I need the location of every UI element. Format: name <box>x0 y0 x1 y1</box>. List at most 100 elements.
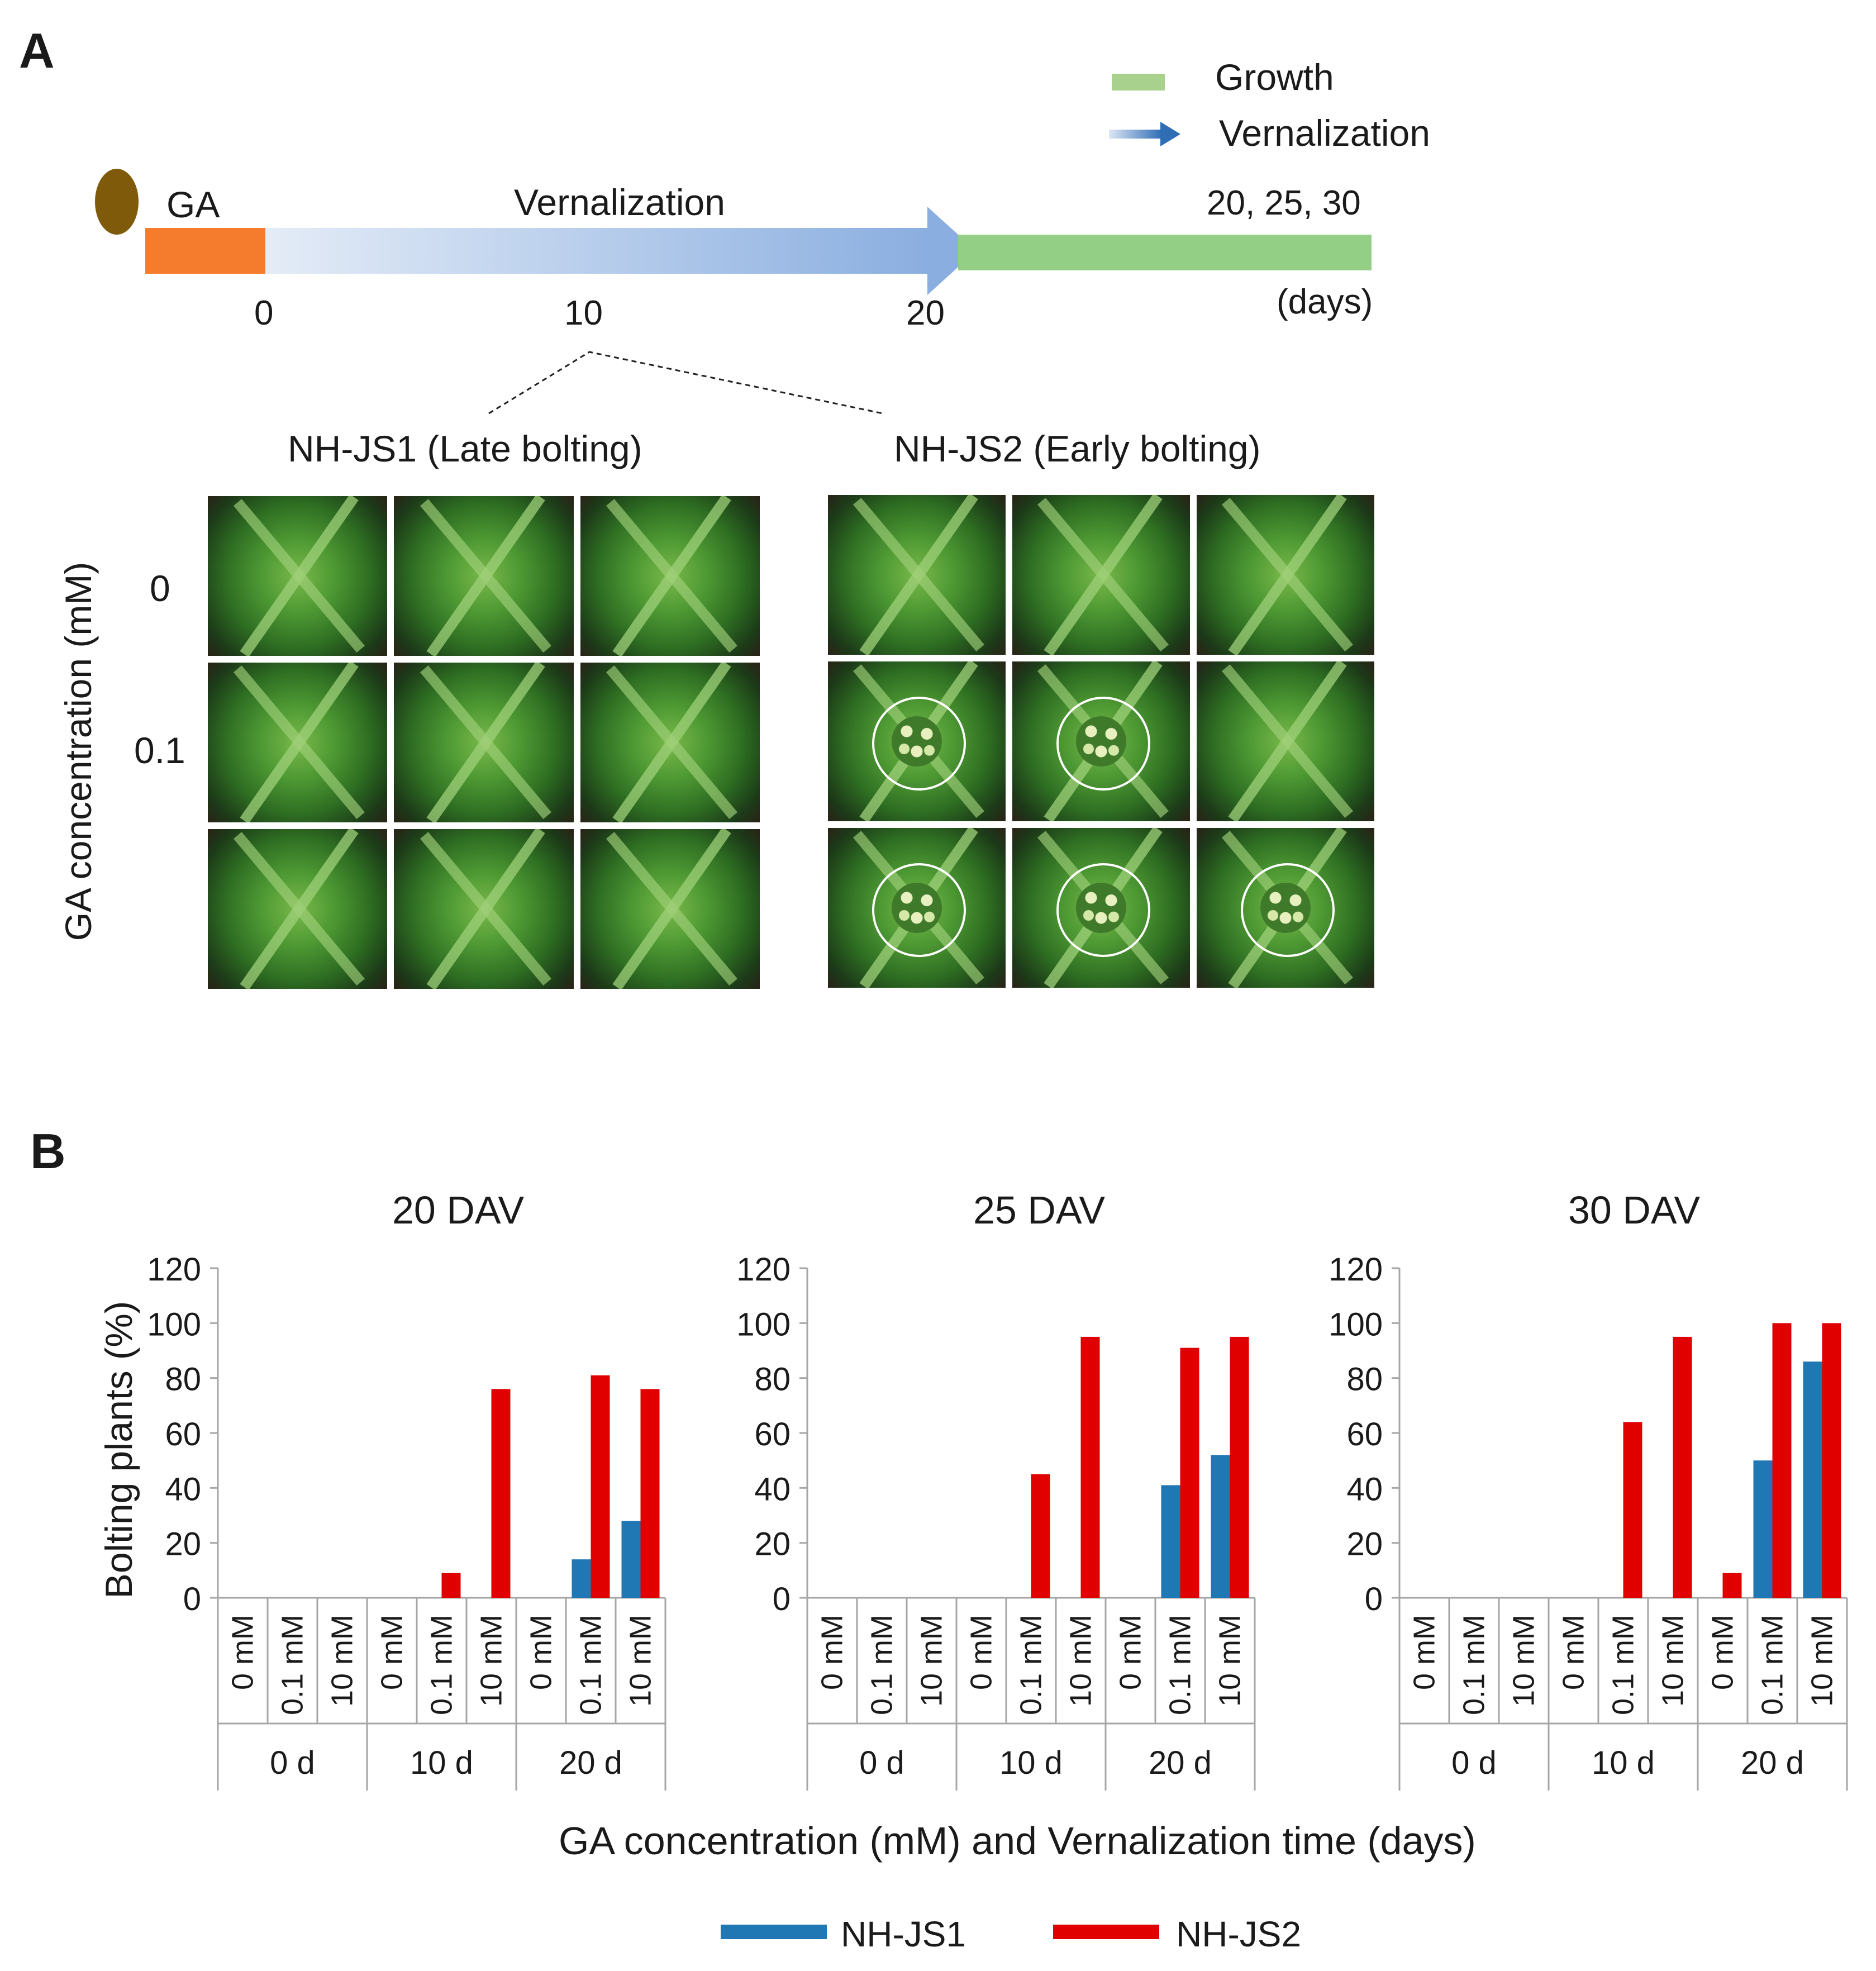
plant-photo <box>208 496 388 656</box>
vernalization-arrow <box>265 207 976 295</box>
legend-label-nh-js2: NH-JS2 <box>1176 1914 1302 1954</box>
legend-swatch-nh-js2 <box>1053 1925 1159 1939</box>
x-category-label: 0 mM <box>525 1615 558 1690</box>
y-tick-label: 40 <box>754 1471 791 1507</box>
bar-nh-js1 <box>1211 1455 1230 1598</box>
x-category-label: 0.1 mM <box>865 1615 899 1715</box>
bolting-highlight-circle <box>1056 697 1150 791</box>
x-group-label: 20 d <box>1149 1745 1212 1781</box>
timeline-tick-20: 20 <box>906 294 945 332</box>
plant-photo <box>580 829 760 989</box>
x-category-label: 0 mM <box>1706 1615 1740 1690</box>
bar-nh-js2 <box>1623 1422 1642 1598</box>
x-category-label: 0.1 mM <box>1015 1615 1048 1715</box>
x-category-label: 10 mM <box>1806 1615 1839 1707</box>
y-tick-label: 80 <box>754 1361 791 1398</box>
chart-title: 30 DAV <box>1568 1188 1700 1232</box>
growth-bar <box>958 235 1372 270</box>
plant-photo <box>208 829 388 989</box>
x-category-label: 10 mM <box>1213 1615 1247 1707</box>
x-category-label: 10 mM <box>326 1615 359 1707</box>
growth-days-label: 20, 25, 30 <box>1207 184 1361 222</box>
y-tick-label: 60 <box>754 1416 791 1453</box>
bar-nh-js2 <box>491 1389 511 1598</box>
bar-nh-js2 <box>1673 1336 1692 1598</box>
y-tick-label: 80 <box>1346 1361 1383 1398</box>
bar-nh-js2 <box>640 1389 660 1598</box>
y-tick-label: 0 <box>183 1581 201 1617</box>
plant-photo <box>580 663 760 822</box>
legend-swatch-nh-js1 <box>721 1925 827 1939</box>
y-tick-label: 40 <box>165 1471 201 1507</box>
x-category-label: 0 mM <box>375 1615 409 1690</box>
x-group-label: 0 d <box>859 1745 904 1781</box>
plant-photo-bolting <box>1197 828 1374 988</box>
photo-grid-nh-js2 <box>828 495 1374 988</box>
y-tick-label: 20 <box>1346 1526 1383 1563</box>
y-tick-label: 20 <box>754 1526 791 1563</box>
x-category-label: 0 mM <box>1114 1615 1147 1690</box>
y-tick-label: 20 <box>165 1526 201 1563</box>
x-category-label: 0.1 mM <box>276 1615 310 1715</box>
vernalization-legend-arrow-icon <box>1109 122 1180 146</box>
timeline-unit: (days) <box>1277 283 1373 321</box>
y-tick-label: 120 <box>736 1251 791 1288</box>
panel-label-a: A <box>19 23 55 78</box>
vernalization-label: Vernalization <box>514 182 725 223</box>
x-axis-label: GA concentration (mM) and Vernalization … <box>559 1819 1476 1863</box>
y-tick-label: 60 <box>1346 1416 1383 1453</box>
x-group-label: 20 d <box>1741 1745 1804 1781</box>
plant-photo <box>208 663 388 822</box>
x-category-label: 0.1 mM <box>1164 1615 1197 1715</box>
x-group-label: 20 d <box>559 1745 622 1781</box>
bolting-highlight-circle <box>1241 863 1335 957</box>
photo-row-label-0: 0 <box>150 568 170 609</box>
timeline-tick-10: 10 <box>564 294 603 332</box>
x-category-label: 10 mM <box>624 1615 658 1707</box>
y-tick-label: 120 <box>147 1251 201 1288</box>
bar-nh-js1 <box>1803 1361 1822 1598</box>
seed-icon <box>95 169 139 235</box>
bar-nh-js2 <box>1031 1474 1050 1598</box>
bar-nh-js2 <box>1180 1348 1199 1598</box>
y-tick-label: 60 <box>165 1416 201 1453</box>
bar-nh-js1 <box>1161 1485 1180 1598</box>
x-group-label: 10 d <box>1592 1745 1655 1781</box>
x-category-label: 10 mM <box>1064 1615 1098 1707</box>
photo-row-label-0.1: 0.1 <box>134 730 185 771</box>
plant-photo-bolting <box>1012 828 1190 988</box>
x-category-label: 0 mM <box>1408 1615 1441 1690</box>
plant-photo-bolting <box>828 661 1006 821</box>
plant-photo-bolting <box>828 828 1006 988</box>
bar-nh-js2 <box>1722 1573 1742 1598</box>
left-group-title: NH-JS1 (Late bolting) <box>288 428 642 469</box>
x-category-label: 0.1 mM <box>1756 1615 1789 1715</box>
plant-photo <box>394 663 574 822</box>
plant-photo <box>1012 495 1190 655</box>
y-tick-label: 80 <box>165 1361 201 1398</box>
x-category-label: 0.1 mM <box>1607 1615 1640 1715</box>
plant-photo-bolting <box>1012 661 1190 821</box>
chart-title: 25 DAV <box>973 1188 1105 1232</box>
y-tick-label: 40 <box>1346 1471 1383 1507</box>
bar-nh-js2 <box>591 1375 610 1598</box>
x-category-label: 0.1 mM <box>1458 1615 1491 1715</box>
bar-nh-js1 <box>572 1559 591 1598</box>
x-group-label: 0 d <box>270 1745 315 1781</box>
plant-photo <box>1197 661 1374 821</box>
bar-nh-js2 <box>1080 1336 1100 1598</box>
bar-nh-js1 <box>621 1521 641 1598</box>
y-tick-label: 100 <box>147 1306 201 1342</box>
bolting-highlight-circle <box>1056 863 1150 957</box>
plant-photo <box>580 496 760 656</box>
y-tick-label: 100 <box>1329 1306 1383 1342</box>
x-category-label: 0.1 mM <box>574 1615 608 1715</box>
y-axis-label: Bolting plants (%) <box>98 1301 140 1599</box>
bolting-highlight-circle <box>872 863 966 957</box>
callout-dashed-lines <box>488 351 883 415</box>
x-category-label: 0 mM <box>1557 1615 1591 1690</box>
x-category-label: 10 mM <box>1656 1615 1690 1707</box>
x-group-label: 10 d <box>410 1745 473 1781</box>
